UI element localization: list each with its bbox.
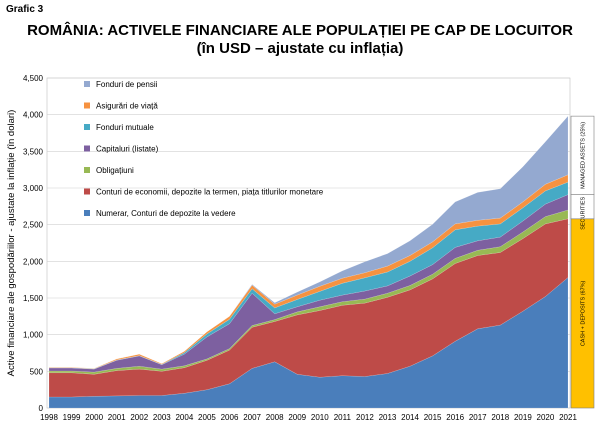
chart-subtitle: (în USD – ajustate cu inflația) [196, 40, 404, 57]
y-tick-label: 500 [30, 367, 44, 376]
y-tick-label: 1,000 [23, 331, 44, 340]
y-tick-label: 2,000 [23, 257, 44, 266]
x-tick-label: 2010 [311, 413, 329, 422]
legend-swatch [84, 102, 90, 109]
x-tick-label: 2007 [243, 413, 261, 422]
x-tick-label: 2011 [334, 413, 352, 422]
y-tick-label: 2,500 [23, 221, 44, 230]
x-tick-label: 2005 [198, 413, 216, 422]
x-tick-label: 2009 [288, 413, 306, 422]
legend-label: Fonduri de pensii [96, 80, 158, 89]
x-tick-label: 1998 [40, 413, 58, 422]
y-tick-label: 0 [39, 404, 44, 413]
x-tick-label: 2019 [514, 413, 532, 422]
y-tick-label: 3,000 [23, 184, 44, 193]
x-tick-label: 2012 [356, 413, 374, 422]
legend-swatch [84, 167, 90, 173]
side-bar-label: MANAGED ASSETS (25%) [581, 122, 587, 189]
x-tick-label: 2020 [537, 413, 555, 422]
x-tick-label: 2021 [559, 413, 577, 422]
y-tick-label: 3,500 [23, 147, 44, 156]
legend-label: Obligațiuni [96, 166, 134, 175]
side-bar-label: SECURITIES (8%) [581, 183, 587, 229]
legend-swatch [84, 124, 90, 130]
y-tick-label: 4,000 [23, 111, 44, 120]
x-tick-label: 2000 [85, 413, 103, 422]
x-tick-label: 2003 [153, 413, 171, 422]
x-tick-label: 2014 [401, 413, 419, 422]
legend-swatch [84, 145, 90, 152]
x-tick-label: 2016 [446, 413, 464, 422]
x-tick-label: 2018 [491, 413, 509, 422]
x-tick-label: 2001 [108, 413, 126, 422]
chart-title: ROMÂNIA: ACTIVELE FINANCIARE ALE POPULAȚ… [27, 22, 573, 39]
legend-swatch [84, 188, 90, 195]
x-tick-label: 2002 [130, 413, 148, 422]
x-tick-label: 2008 [266, 413, 284, 422]
legend-label: Capitaluri (listate) [96, 145, 159, 154]
x-tick-label: 2004 [175, 413, 193, 422]
x-tick-label: 2015 [424, 413, 442, 422]
legend-swatch [84, 81, 90, 87]
legend-label: Conturi de economii, depozite la termen,… [96, 188, 324, 197]
area-series-6 [49, 115, 569, 369]
legend-swatch [84, 210, 90, 216]
grafic-label: Grafic 3 [6, 4, 44, 15]
x-tick-label: 1999 [63, 413, 81, 422]
legend-label: Asigurări de viață [96, 102, 158, 111]
x-tick-label: 2013 [379, 413, 397, 422]
x-tick-label: 2006 [221, 413, 239, 422]
x-tick-label: 2017 [469, 413, 487, 422]
legend-label: Numerar, Conturi de depozite la vedere [96, 209, 236, 218]
side-bar-segment [570, 115, 595, 195]
y-tick-label: 1,500 [23, 294, 44, 303]
y-tick-label: 4,500 [23, 74, 44, 83]
y-axis-label: Active financiare ale gospodăriilor - aj… [6, 110, 17, 377]
legend-label: Fonduri mutuale [96, 123, 154, 132]
side-bar-label: CASH + DEPOSITS (67%) [581, 280, 587, 346]
